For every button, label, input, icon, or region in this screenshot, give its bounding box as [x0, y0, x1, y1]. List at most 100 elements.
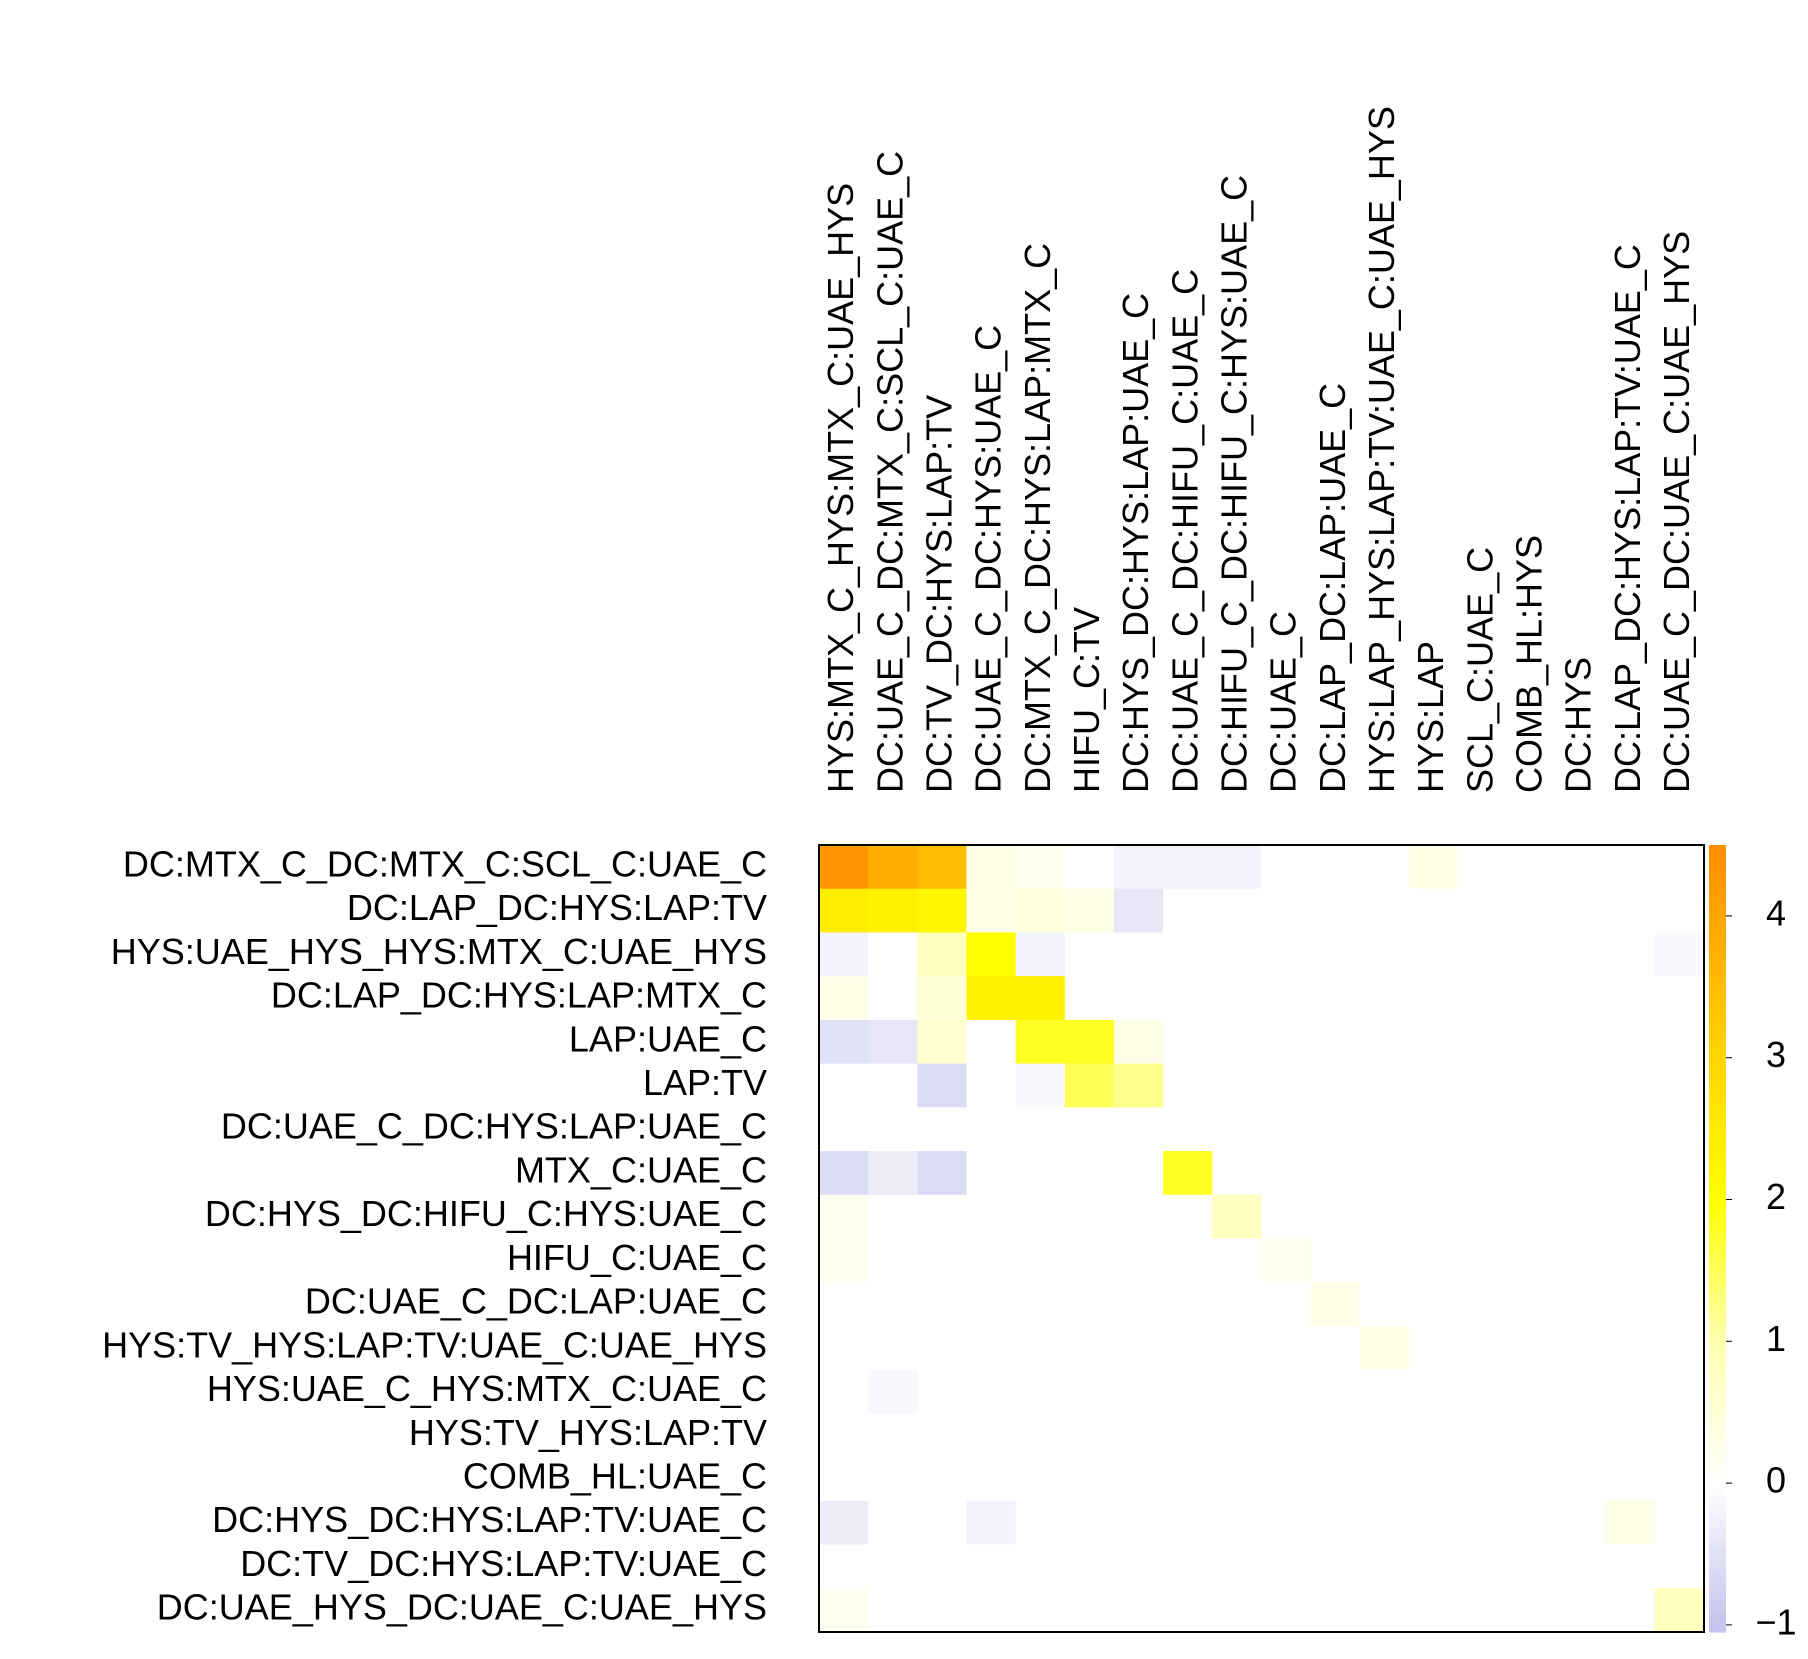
- heat-cell: [1261, 1500, 1312, 1546]
- heat-cell: [1556, 932, 1607, 977]
- column-label: HYS:LAP: [1410, 641, 1451, 793]
- heat-cell: [1064, 1282, 1115, 1327]
- colorbar-step: [1709, 1310, 1726, 1318]
- heat-cell: [1163, 1151, 1213, 1196]
- colorbar-step: [1709, 1330, 1726, 1338]
- heat-cell: [1458, 1500, 1508, 1546]
- colorbar-step: [1709, 1192, 1726, 1200]
- colorbar-step: [1709, 1599, 1726, 1607]
- heat-cell: [1310, 932, 1361, 977]
- heat-cell: [1310, 1325, 1361, 1371]
- colorbar-step: [1709, 1513, 1726, 1522]
- heat-cell: [1310, 888, 1361, 933]
- colorbar-step: [1709, 1415, 1726, 1423]
- heat-cell: [1654, 976, 1705, 1021]
- colorbar-step: [1709, 1428, 1726, 1436]
- colorbar-step: [1709, 1035, 1726, 1043]
- heat-cell: [1556, 1500, 1607, 1546]
- colorbar-step: [1709, 890, 1726, 899]
- heat-cell: [1605, 1369, 1656, 1414]
- heat-cell: [1409, 1588, 1459, 1633]
- heat-cell: [966, 1019, 1017, 1065]
- heat-cell: [1359, 1325, 1410, 1371]
- heat-cell: [917, 1063, 967, 1108]
- heat-cell: [1458, 845, 1508, 890]
- colorbar-step: [1709, 1317, 1726, 1325]
- heat-cell: [966, 932, 1017, 977]
- column-label: DC:LAP_DC:HYS:LAP:TV:UAE_C: [1607, 244, 1648, 793]
- heat-cell: [1212, 1019, 1262, 1065]
- heat-cell: [1507, 1325, 1557, 1371]
- colorbar-step: [1709, 1297, 1726, 1305]
- colorbar-step: [1709, 1402, 1726, 1410]
- heat-cell: [1163, 1238, 1213, 1283]
- heat-cell: [1212, 1588, 1262, 1633]
- heat-cell: [1212, 1369, 1262, 1414]
- heat-cell: [868, 1194, 918, 1239]
- heat-cell: [1261, 1151, 1312, 1196]
- heat-cell: [1310, 976, 1361, 1021]
- colorbar-step: [1709, 1120, 1726, 1128]
- colorbar-step: [1709, 1612, 1726, 1620]
- heat-cell: [966, 1282, 1017, 1327]
- heat-cell: [1261, 1238, 1312, 1283]
- heat-cell: [1605, 976, 1656, 1021]
- heat-cell: [1114, 845, 1164, 890]
- heat-cell: [1163, 1063, 1213, 1108]
- heat-cell: [1310, 1369, 1361, 1414]
- heat-cell: [966, 1151, 1017, 1196]
- heat-cell: [1163, 932, 1213, 977]
- heat-cell: [1261, 976, 1312, 1021]
- colorbar-step: [1709, 989, 1726, 997]
- column-label: SCL_C:UAE_C: [1459, 547, 1500, 793]
- heat-cell: [1212, 1457, 1262, 1502]
- heat-cell: [1261, 1588, 1312, 1633]
- heat-cell: [1654, 1325, 1705, 1371]
- colorbar-step: [1709, 923, 1726, 931]
- heat-cell: [868, 1238, 918, 1283]
- heat-cell: [1114, 1019, 1164, 1065]
- heat-cell: [1261, 1194, 1312, 1239]
- colorbar-step: [1709, 1245, 1726, 1253]
- heat-cell: [1359, 1107, 1410, 1152]
- heat-cell: [1114, 1063, 1164, 1108]
- column-label: DC:TV_DC:HYS:LAP:TV: [918, 395, 959, 793]
- colorbar-step: [1709, 1395, 1726, 1404]
- heat-cell: [917, 1019, 967, 1065]
- heat-cell: [966, 1588, 1017, 1633]
- heat-cell: [1458, 1413, 1508, 1458]
- heat-cell: [1458, 1369, 1508, 1414]
- heat-cell: [966, 1500, 1017, 1546]
- heat-cell: [1114, 1588, 1164, 1633]
- colorbar-step: [1709, 1474, 1726, 1482]
- heat-cell: [1458, 1151, 1508, 1196]
- colorbar-step: [1709, 982, 1726, 990]
- heat-cell: [1605, 1588, 1656, 1633]
- row-label: DC:TV_DC:HYS:LAP:TV:UAE_C: [240, 1543, 767, 1584]
- heat-cell: [1359, 1063, 1410, 1108]
- heat-cell: [819, 1282, 869, 1327]
- heat-cell: [1654, 932, 1705, 977]
- heat-cell: [917, 1588, 967, 1633]
- heat-cell: [1507, 888, 1557, 933]
- heat-cell: [1359, 845, 1410, 890]
- heat-cell: [1458, 1063, 1508, 1108]
- row-label: DC:UAE_C_DC:HYS:LAP:UAE_C: [221, 1106, 767, 1147]
- colorbar-step: [1709, 1494, 1726, 1502]
- colorbar-step: [1709, 1277, 1726, 1286]
- heat-cell: [819, 1544, 869, 1589]
- column-label: HYS:LAP_HYS:LAP:TV:UAE_C:UAE_HYS: [1361, 106, 1402, 793]
- heat-cell: [1409, 1413, 1459, 1458]
- row-label: MTX_C:UAE_C: [515, 1149, 767, 1190]
- colorbar-step: [1709, 1172, 1726, 1181]
- heat-cell: [917, 1282, 967, 1327]
- colorbar-step: [1709, 1238, 1726, 1246]
- heat-cell: [1015, 1369, 1066, 1414]
- heat-cell: [1654, 1544, 1705, 1589]
- heat-cell: [917, 1107, 967, 1152]
- heat-cell: [1261, 845, 1312, 890]
- colorbar-tick-label: 1: [1766, 1318, 1786, 1359]
- heat-cell: [1507, 1019, 1557, 1065]
- column-label: DC:UAE_C_DC:MTX_C:SCL_C:UAE_C: [869, 151, 910, 793]
- heat-cell: [1261, 888, 1312, 933]
